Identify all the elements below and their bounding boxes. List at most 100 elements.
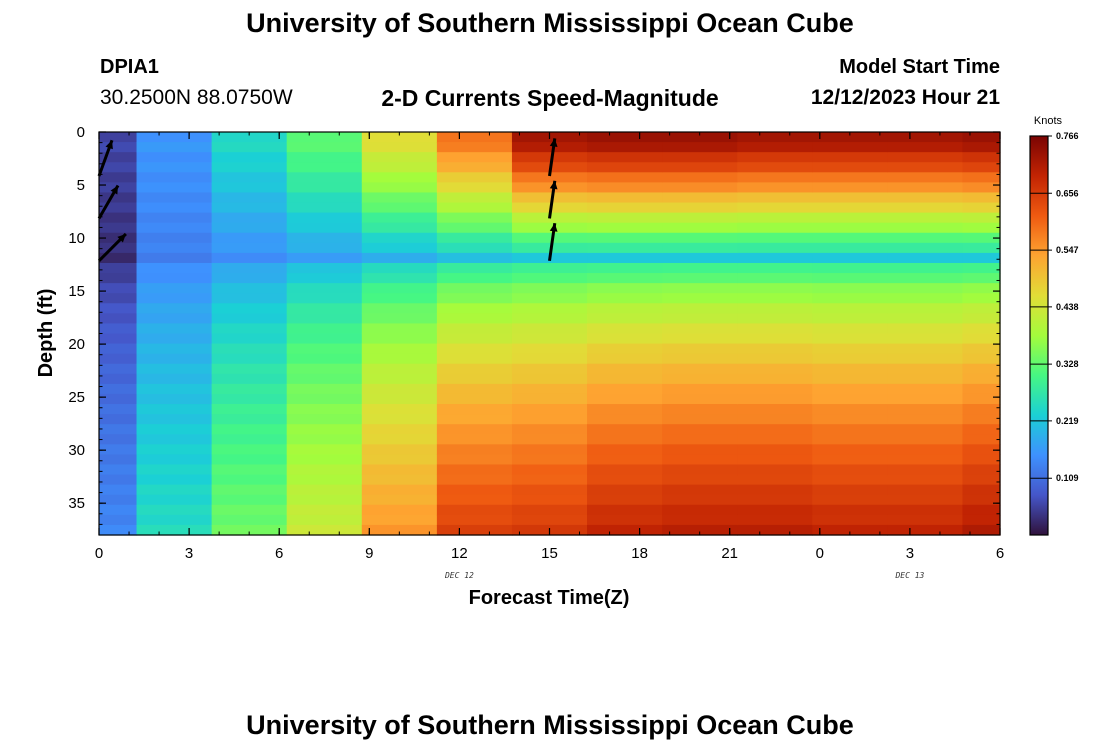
heatmap-cell bbox=[211, 142, 288, 153]
heatmap-cell bbox=[136, 293, 213, 304]
heatmap-cell bbox=[436, 474, 513, 486]
heatmap-cell bbox=[361, 303, 438, 314]
current-arrow bbox=[548, 180, 558, 219]
heatmap-cell bbox=[587, 404, 663, 415]
heatmap-cell bbox=[286, 454, 363, 466]
heatmap-cell bbox=[436, 444, 513, 455]
heatmap-cell bbox=[436, 353, 513, 365]
heatmap-cell bbox=[662, 252, 738, 264]
heatmap-cell bbox=[737, 202, 813, 214]
heatmap-cell bbox=[511, 514, 588, 526]
heatmap-cell bbox=[136, 363, 213, 375]
heatmap-cell bbox=[436, 192, 513, 204]
heatmap-cell bbox=[587, 323, 663, 335]
heatmap-cell bbox=[361, 373, 438, 385]
heatmap-cell bbox=[887, 273, 964, 284]
heatmap-cell bbox=[99, 232, 138, 244]
heatmap-cell bbox=[361, 162, 438, 173]
current-arrows bbox=[97, 138, 558, 262]
heatmap-cell bbox=[962, 414, 1001, 425]
heatmap-cell bbox=[436, 232, 513, 244]
heatmap-cell bbox=[812, 383, 888, 395]
heatmap-cell bbox=[99, 222, 138, 234]
heatmap-cell bbox=[286, 414, 363, 425]
heatmap-cell bbox=[436, 524, 513, 536]
heatmap-cell bbox=[511, 313, 588, 325]
heatmap-cell bbox=[812, 142, 888, 153]
heatmap-cell bbox=[361, 283, 438, 294]
heatmap-cell bbox=[962, 464, 1001, 476]
heatmap-cell bbox=[99, 363, 138, 375]
heatmap-cell bbox=[286, 514, 363, 526]
x-tick-label: 3 bbox=[185, 545, 193, 562]
heatmap-cell bbox=[286, 252, 363, 264]
heatmap-cell bbox=[587, 162, 663, 173]
station-id: DPIA1 bbox=[100, 56, 159, 78]
heatmap-cell bbox=[887, 252, 964, 264]
heatmap-cell bbox=[587, 262, 663, 274]
current-arrow bbox=[548, 223, 558, 262]
heatmap-cell bbox=[286, 474, 363, 486]
heatmap-cell bbox=[662, 273, 738, 284]
heatmap-cell bbox=[286, 333, 363, 345]
y-tick-label: 35 bbox=[68, 495, 85, 512]
heatmap-cell bbox=[361, 232, 438, 244]
heatmap-cell bbox=[511, 504, 588, 516]
y-tick-label: 20 bbox=[68, 336, 85, 353]
heatmap-cell bbox=[962, 142, 1001, 153]
heatmap-cell bbox=[211, 202, 288, 214]
heatmap-cell bbox=[587, 273, 663, 284]
heatmap-cell bbox=[662, 162, 738, 173]
heatmap-cell bbox=[211, 464, 288, 476]
heatmap-cell bbox=[286, 222, 363, 234]
heatmap-cell bbox=[662, 212, 738, 224]
heatmap-cell bbox=[136, 242, 213, 254]
heatmap-cell bbox=[99, 273, 138, 284]
colorbar-unit-label: Knots bbox=[1034, 115, 1063, 127]
heatmap-cell bbox=[286, 212, 363, 224]
heatmap-cell bbox=[361, 333, 438, 345]
x-tick-label: 12 bbox=[451, 545, 468, 562]
heatmap-cell bbox=[662, 132, 738, 143]
heatmap-cell bbox=[887, 363, 964, 375]
heatmap-cell bbox=[136, 283, 213, 294]
heatmap-cell bbox=[511, 363, 588, 375]
heatmap-cell bbox=[812, 172, 888, 183]
colorbar-gradient bbox=[1029, 135, 1049, 536]
heatmap-cell bbox=[361, 484, 438, 496]
heatmap-cell bbox=[361, 343, 438, 355]
heatmap-cell bbox=[136, 444, 213, 455]
heatmap-cell bbox=[211, 333, 288, 345]
heatmap-cell bbox=[436, 373, 513, 385]
heatmap-cell bbox=[361, 252, 438, 264]
heatmap-cell bbox=[136, 353, 213, 365]
heatmap-cell bbox=[962, 172, 1001, 183]
heatmap-cell bbox=[662, 152, 738, 163]
heatmap-cell bbox=[361, 424, 438, 435]
heatmap-cell bbox=[737, 212, 813, 224]
heatmap-cell bbox=[436, 222, 513, 234]
heatmap-cell bbox=[211, 414, 288, 425]
date-label: DEC 13 bbox=[894, 571, 924, 580]
heatmap-cell bbox=[99, 373, 138, 385]
heatmap-cell bbox=[136, 333, 213, 345]
heatmap-cell bbox=[662, 353, 738, 365]
heatmap-cell bbox=[662, 424, 738, 435]
heatmap-cell bbox=[737, 393, 813, 405]
heatmap-cell bbox=[812, 293, 888, 304]
heatmap-cell bbox=[662, 504, 738, 516]
heatmap-cell bbox=[361, 212, 438, 224]
heatmap-cell bbox=[286, 283, 363, 294]
heatmap-cell bbox=[136, 222, 213, 234]
heatmap-cell bbox=[286, 242, 363, 254]
heatmap-cell bbox=[662, 524, 738, 536]
heatmap-cell bbox=[962, 252, 1001, 264]
heatmap-cell bbox=[737, 172, 813, 183]
heatmap-cell bbox=[887, 383, 964, 395]
heatmap-cell bbox=[587, 414, 663, 425]
x-tick-label: 6 bbox=[275, 545, 283, 562]
heatmap-cell bbox=[737, 192, 813, 204]
heatmap-cell bbox=[99, 454, 138, 466]
heatmap-cell bbox=[962, 444, 1001, 455]
heatmap-cell bbox=[737, 494, 813, 506]
